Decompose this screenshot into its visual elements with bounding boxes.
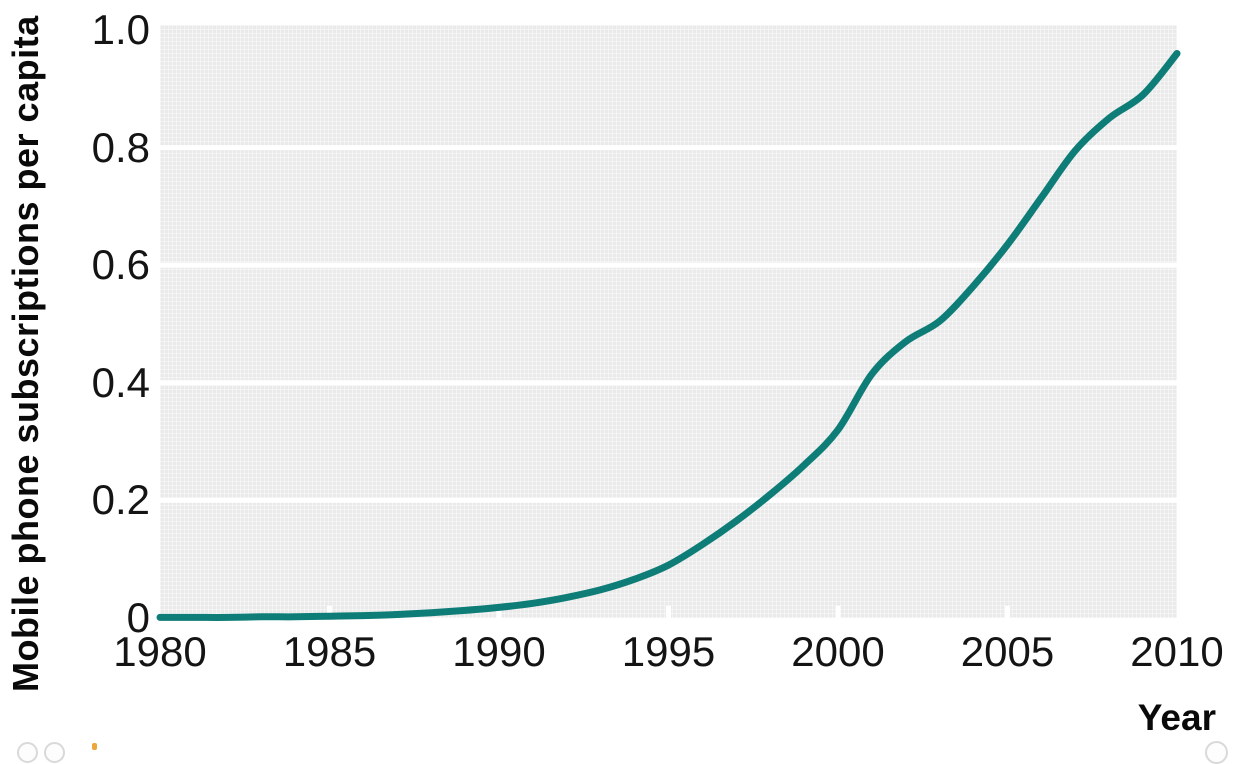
x-tick-label-2010: 2010	[1130, 628, 1224, 675]
y-tick-label-0.6: 0.6	[91, 241, 150, 289]
edge-button-1[interactable]	[17, 742, 38, 763]
x-axis-title: Year	[1137, 697, 1216, 738]
x-tick-mark-2000	[835, 606, 841, 618]
data-line	[156, 50, 1181, 621]
x-tick-mark-1990	[496, 606, 502, 618]
edge-button-3[interactable]	[1205, 741, 1228, 764]
x-tick-mark-1995	[666, 606, 671, 618]
x-tick-label-1980: 1980	[113, 628, 207, 675]
x-tick-mark-1985	[327, 606, 332, 618]
plot-area	[156, 25, 1181, 621]
plot-svg	[156, 50, 1181, 621]
x-tick-label-1985: 1985	[282, 628, 377, 675]
x-tick-label-2000: 2000	[791, 628, 885, 675]
y-tick-label-0.2: 0.2	[91, 476, 150, 524]
orange-marker	[92, 743, 97, 750]
y-tick-label-0.4: 0.4	[91, 358, 150, 406]
y-tick-label-0: 0	[126, 594, 150, 641]
x-tick-label-1990: 1990	[452, 628, 546, 675]
y-tick-label-1.0: 1.0	[91, 6, 150, 53]
x-tick-label-2005: 2005	[960, 628, 1055, 675]
x-tick-label-1995: 1995	[621, 628, 716, 675]
y-tick-label-0.8: 0.8	[91, 123, 150, 171]
edge-button-2[interactable]	[44, 742, 65, 763]
x-tick-mark-2005	[1005, 606, 1010, 618]
